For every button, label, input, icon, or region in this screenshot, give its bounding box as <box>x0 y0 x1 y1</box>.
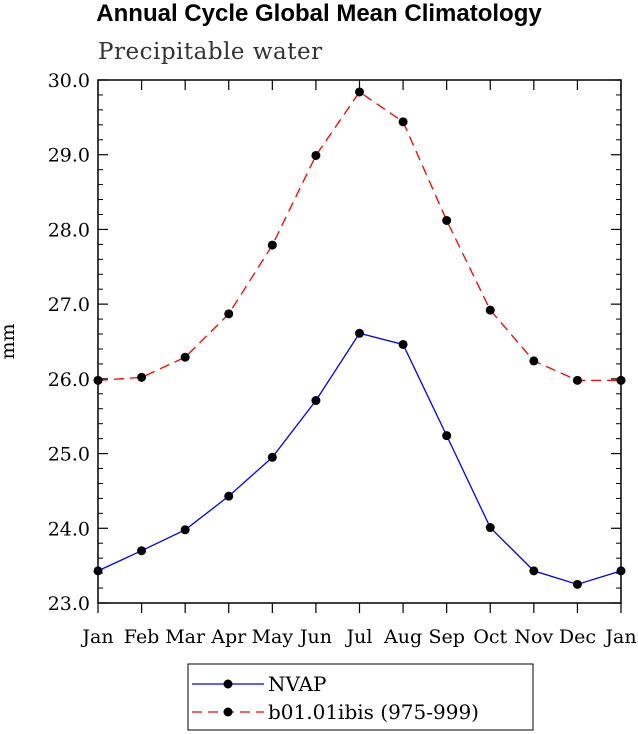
y-tick-label: 23.0 <box>48 593 90 615</box>
y-tick-label: 29.0 <box>48 145 90 167</box>
chart-title: Annual Cycle Global Mean Climatology <box>96 0 542 27</box>
x-tick-label: May <box>252 626 294 648</box>
y-tick-label: 30.0 <box>48 70 90 92</box>
legend-label-1: b01.01ibis (975-999) <box>268 700 479 724</box>
x-tick-label: Oct <box>473 626 507 648</box>
minor-ticks <box>98 94 621 589</box>
series-1-point <box>529 356 539 366</box>
series-1-point <box>93 375 103 385</box>
plot-frame <box>97 79 622 604</box>
series-1-point <box>572 375 582 385</box>
series-1-point <box>224 309 234 319</box>
series-0-point <box>529 566 539 576</box>
legend-marker-0 <box>223 679 233 689</box>
series-0-point <box>267 452 277 462</box>
x-tick-label: Sep <box>428 626 464 648</box>
y-axis-ticks: 23.0 24.0 25.0 26.0 27.0 28.0 29.0 30.0 <box>48 70 621 615</box>
series-1-point <box>137 372 147 382</box>
legend-box <box>187 663 534 731</box>
x-tick-label: Jan <box>603 626 636 648</box>
series-0-point <box>485 523 495 533</box>
x-tick-label: Feb <box>124 626 160 648</box>
series-1-point <box>180 352 190 362</box>
series-1-point <box>442 215 452 225</box>
x-tick-label: Aug <box>383 626 422 648</box>
series-1-point <box>616 375 626 385</box>
series-0-point <box>442 431 452 441</box>
series-line-0 <box>97 332 622 586</box>
series-0-point <box>572 579 582 589</box>
series-0-point <box>355 328 364 338</box>
y-axis-label: mm <box>0 323 19 359</box>
x-axis-ticks: Jan Feb Mar Apr May Jun Jul Aug Sep Oct Nov Dec Jan <box>80 80 637 648</box>
series-0-point <box>137 546 147 556</box>
x-tick-label: Jul <box>345 626 373 648</box>
series-0-point <box>224 491 234 501</box>
x-tick-label: Mar <box>165 626 206 648</box>
chart-subtitle: Precipitable water <box>98 39 323 65</box>
x-tick-label: Dec <box>559 626 596 648</box>
legend-label-0: NVAP <box>268 672 327 696</box>
series-1-point <box>485 305 495 315</box>
series-1-point <box>398 117 408 127</box>
y-tick-label: 28.0 <box>48 219 90 241</box>
series-0-point <box>93 566 103 576</box>
y-tick-label: 24.0 <box>48 518 90 540</box>
x-tick-label: Nov <box>514 626 553 648</box>
series-1-point <box>355 87 364 97</box>
x-tick-label: Jun <box>298 626 332 648</box>
y-tick-label: 25.0 <box>48 444 90 466</box>
series-group <box>93 87 626 589</box>
series-0-point <box>616 566 626 576</box>
legend-marker-1 <box>223 707 233 717</box>
y-tick-label: 27.0 <box>48 294 90 316</box>
x-tick-label: Jan <box>80 626 113 648</box>
series-1-point <box>311 150 321 160</box>
series-0-point <box>311 396 321 406</box>
series-0-point <box>180 525 190 535</box>
x-tick-label: Apr <box>210 626 247 648</box>
y-tick-label: 26.0 <box>48 369 90 391</box>
series-1-point <box>267 240 277 250</box>
series-0-point <box>398 339 408 349</box>
legend: NVAP b01.01ibis (975-999) <box>187 663 534 731</box>
